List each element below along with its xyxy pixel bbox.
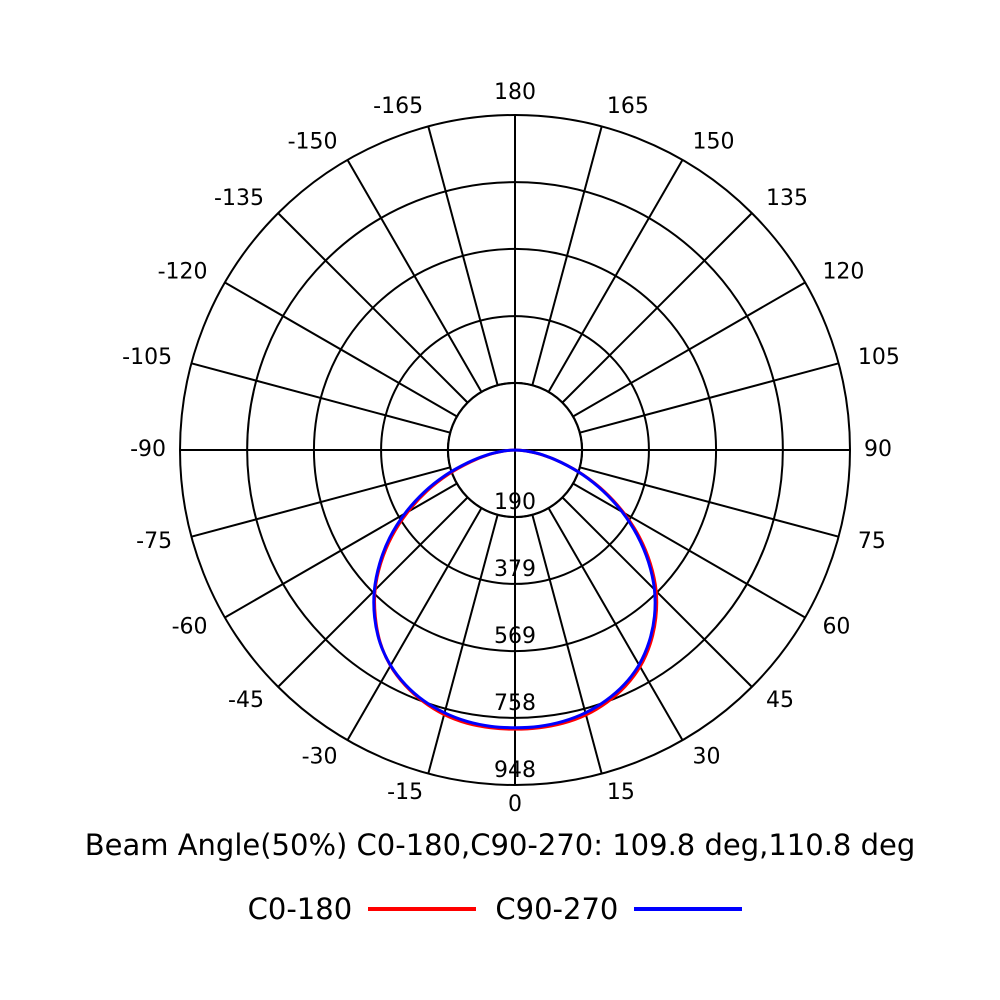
spoke-30 (547, 507, 684, 741)
spoke--135 (277, 212, 469, 404)
spoke--15 (427, 514, 499, 774)
angle-label--30: -30 (302, 744, 338, 769)
axis-labels: 0 15 30 45 60 75 90 105 120 135 150 165 180 -165 -150 -… (122, 80, 900, 817)
angle-label-45: 45 (766, 688, 794, 713)
angle-label--15: -15 (387, 780, 423, 805)
angle-label-30: 30 (693, 744, 721, 769)
angle-label--60: -60 (172, 615, 208, 640)
polar-grid (179, 114, 851, 786)
spoke--30 (346, 507, 483, 741)
angle-label--45: -45 (228, 688, 264, 713)
angle-label--75: -75 (136, 529, 172, 554)
angle-label--120: -120 (158, 260, 208, 285)
angle-label-90: 90 (864, 437, 892, 462)
legend-item-c0-180: C0-180 (248, 892, 487, 926)
angle-label--90: -90 (130, 437, 166, 462)
angle-label-60: 60 (822, 615, 850, 640)
ring-label-948: 948 (494, 758, 536, 783)
legend-label-c90-270: C90-270 (495, 892, 619, 926)
series-line-c90-270 (372, 448, 657, 730)
angle-label-0: 0 (508, 792, 522, 817)
legend-line-c0-180 (368, 907, 477, 911)
legend: C0-180 C90-270 (0, 892, 1000, 926)
legend-line-c90-270 (634, 907, 743, 911)
angle-label-180: 180 (494, 80, 536, 105)
spoke--165 (427, 126, 499, 386)
polar-chart: 0 15 30 45 60 75 90 105 120 135 150 165 180 -165 -150 -… (122, 80, 900, 817)
spoke--75 (191, 466, 451, 538)
spoke-150 (547, 159, 684, 393)
spoke--150 (346, 159, 483, 393)
ring-label-379: 379 (494, 557, 536, 582)
angle-label-165: 165 (607, 94, 649, 119)
spoke-135 (561, 212, 753, 404)
angle-label--165: -165 (373, 94, 423, 119)
beam-angle-text: Beam Angle(50%) C0-180,C90-270: 109.8 de… (84, 828, 916, 862)
angle-label-150: 150 (693, 130, 735, 155)
angle-label-120: 120 (822, 260, 864, 285)
angle-label-15: 15 (607, 780, 635, 805)
ring-label-569: 569 (494, 624, 536, 649)
spoke-15 (531, 514, 603, 774)
angle-label-135: 135 (766, 186, 808, 211)
spoke--105 (191, 362, 451, 434)
angle-label--135: -135 (214, 186, 264, 211)
ring-label-758: 758 (494, 691, 536, 716)
legend-label-c0-180: C0-180 (247, 892, 353, 926)
legend-item-c90-270: C90-270 (495, 892, 752, 926)
spoke-165 (531, 126, 603, 386)
ring-label-190: 190 (494, 490, 536, 515)
spoke-60 (572, 482, 806, 619)
spoke-105 (579, 362, 839, 434)
angle-label--105: -105 (122, 345, 172, 370)
angle-label--150: -150 (288, 130, 338, 155)
spoke-120 (572, 281, 806, 418)
angle-label-75: 75 (858, 529, 886, 554)
spoke-75 (579, 466, 839, 538)
series-group (372, 448, 659, 731)
angle-label-105: 105 (858, 345, 900, 370)
spoke--120 (224, 281, 458, 418)
spoke--60 (224, 482, 458, 619)
